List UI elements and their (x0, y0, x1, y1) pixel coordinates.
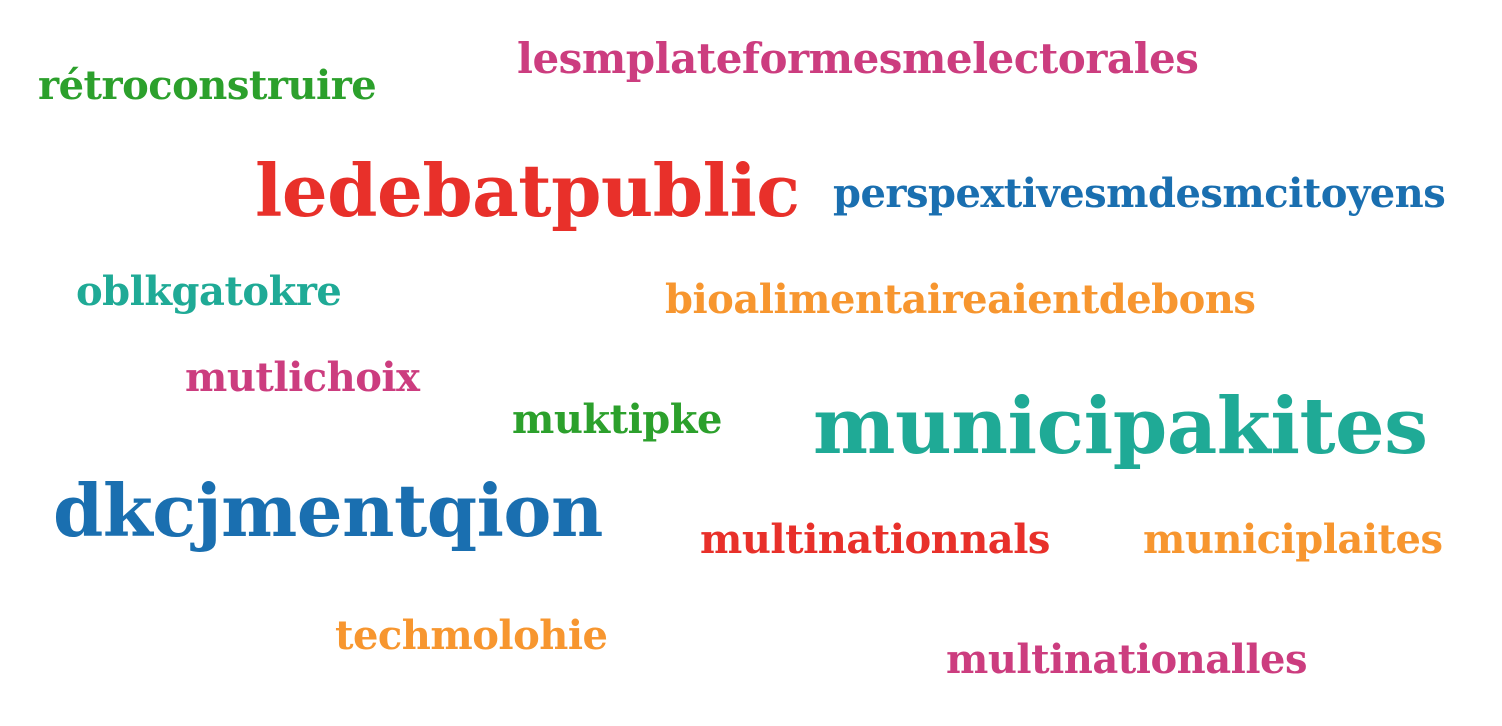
word-municipakites: municipakites (813, 381, 1428, 472)
word-dkcjmentqion: dkcjmentqion (53, 468, 603, 553)
word-bioalimentaireaientdebons: bioalimentaireaientdebons (665, 276, 1256, 323)
word-ledebatpublic: ledebatpublic (255, 148, 800, 233)
word-retroconstruire: rétroconstruire (38, 62, 377, 109)
word-muktipke: muktipke (512, 396, 722, 443)
word-multinationalles: multinationalles (946, 636, 1307, 683)
word-lesmplateformesmelectorales: lesmplateformesmelectorales (517, 34, 1199, 83)
word-municiplaites: municiplaites (1143, 516, 1443, 563)
word-mutlichoix: mutlichoix (185, 354, 420, 401)
word-multinationnals: multinationnals (700, 516, 1050, 563)
word-oblkgatokre: oblkgatokre (76, 268, 342, 315)
word-perspextivesmdesmcitoyens: perspextivesmdesmcitoyens (833, 170, 1446, 217)
word-techmolohie: techmolohie (335, 612, 608, 659)
